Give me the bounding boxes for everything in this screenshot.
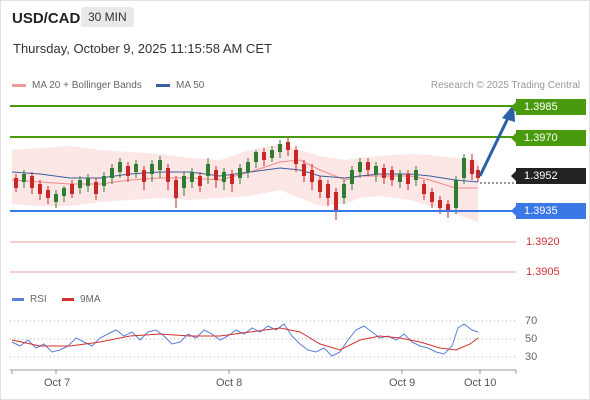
legend-label-ma20: MA 20 + Bollinger Bands (32, 80, 142, 91)
ma50-swatch (156, 84, 170, 87)
timestamp: Thursday, October 9, 2025 11:15:58 AM CE… (13, 41, 272, 56)
support-label-1: 1.3935 (511, 203, 586, 219)
current-price-label: 1.3952 (511, 168, 586, 184)
legend-label-rsi-ma: 9MA (80, 294, 101, 305)
legend-ma20-bollinger: MA 20 + Bollinger Bands (12, 80, 142, 91)
support-label-3: 1.3905 (526, 266, 560, 278)
rsi-ma-line (11, 327, 479, 351)
rsi-line (11, 323, 479, 357)
date-label-oct7: Oct 7 (44, 377, 71, 389)
resistance-value-2: 1.3985 (524, 101, 558, 113)
legend-rsi-ma: 9MA (62, 294, 101, 305)
currency-pair-title: USD/CAD (12, 10, 81, 27)
support-label-2: 1.3920 (526, 236, 560, 248)
ma20-swatch (12, 84, 26, 87)
credit-text: Research © 2025 Trading Central (430, 80, 580, 91)
date-label-oct10: Oct 10 (464, 377, 497, 389)
legend-ma50: MA 50 (156, 80, 204, 91)
candlestick-series (14, 136, 480, 220)
date-label-oct8: Oct 8 (216, 377, 243, 389)
date-label-oct9: Oct 9 (389, 377, 416, 389)
resistance-label-2: 1.3985 (511, 99, 586, 115)
legend-label-ma50: MA 50 (176, 80, 205, 91)
rsi-tick-30: 30 (525, 351, 538, 363)
rsi-swatch (12, 298, 24, 301)
rsi-ma-swatch (62, 298, 74, 301)
support-value-1: 1.3935 (524, 205, 558, 217)
rsi-tick-70: 70 (525, 315, 538, 327)
rsi-panel (10, 320, 516, 358)
timeframe-badge[interactable]: 30 MIN (81, 7, 134, 27)
resistance-label-1: 1.3970 (511, 130, 586, 146)
current-price-value: 1.3952 (524, 170, 558, 182)
legend-label-rsi: RSI (30, 294, 47, 305)
resistance-value-1: 1.3970 (524, 132, 558, 144)
rsi-tick-50: 50 (525, 333, 538, 345)
trend-arrow (478, 117, 510, 177)
legend-rsi: RSI (12, 294, 47, 305)
